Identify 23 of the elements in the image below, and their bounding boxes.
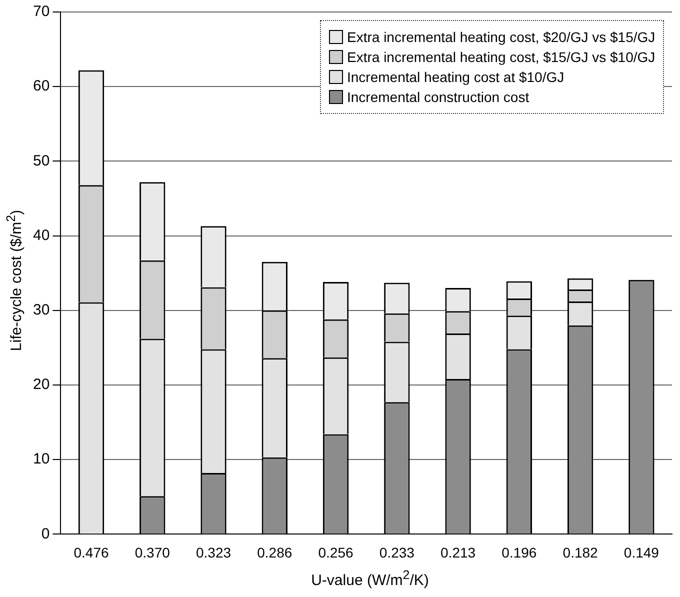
x-tick-label: 0.476	[74, 544, 109, 560]
legend-label: Extra incremental heating cost, $20/GJ vs $15/GJ	[347, 29, 656, 45]
x-axis-title: U-value (W/m$^{2}$/K)	[310, 568, 430, 589]
legend-label: Extra incremental heating cost, $15/GJ vs $10/GJ	[347, 49, 656, 65]
y-tick-label: 40	[32, 226, 50, 244]
y-tick-label: 10	[32, 450, 50, 468]
x-tick-label: 0.149	[624, 544, 660, 560]
x-tick-label: 0.256	[318, 544, 354, 560]
x-tick-label: 0.370	[134, 544, 170, 560]
y-tick-label: 60	[32, 78, 50, 95]
x-tick-label: 0.213	[440, 544, 476, 560]
y-tick-label: 50	[32, 152, 50, 170]
x-tick-label: 0.196	[502, 544, 537, 560]
y-tick-label: 30	[32, 302, 50, 319]
legend-label: Incremental heating cost at $10/GJ	[347, 69, 564, 85]
x-tick-label: 0.323	[196, 544, 232, 560]
legend-label: Incremental construction cost	[347, 89, 530, 105]
y-tick-label: 20	[32, 376, 50, 394]
x-tick-label: 0.286	[257, 544, 292, 560]
x-tick-label: 0.233	[379, 544, 415, 560]
y-tick-label: 0	[41, 525, 50, 542]
x-tick-label: 0.182	[562, 544, 598, 560]
y-tick-label: 70	[32, 3, 50, 20]
